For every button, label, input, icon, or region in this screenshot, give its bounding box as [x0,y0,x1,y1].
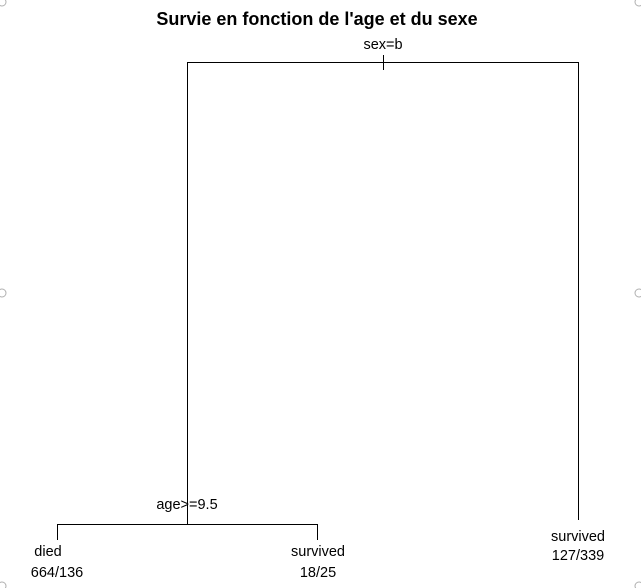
leaf-class-label: survived [551,529,605,545]
top-right-resize-handle[interactable] [634,0,641,7]
left-resize-handle[interactable] [0,288,7,298]
leaf-count-label: 664/136 [31,565,83,581]
right-resize-handle[interactable] [634,288,641,298]
root-split-label: sex=b [363,37,402,53]
leaf-count-label: 18/25 [300,565,336,581]
leaf-class-label: died [34,544,61,560]
plot-title: Survie en fonction de l'age et du sexe [156,9,477,29]
leaf-count-label: 127/339 [552,548,604,564]
age-split-label: age>=9.5 [156,497,217,513]
bottom-right-resize-handle[interactable] [634,581,641,588]
top-left-resize-handle[interactable] [0,0,7,7]
leaf-class-label: survived [291,544,345,560]
bottom-left-resize-handle[interactable] [0,581,7,588]
